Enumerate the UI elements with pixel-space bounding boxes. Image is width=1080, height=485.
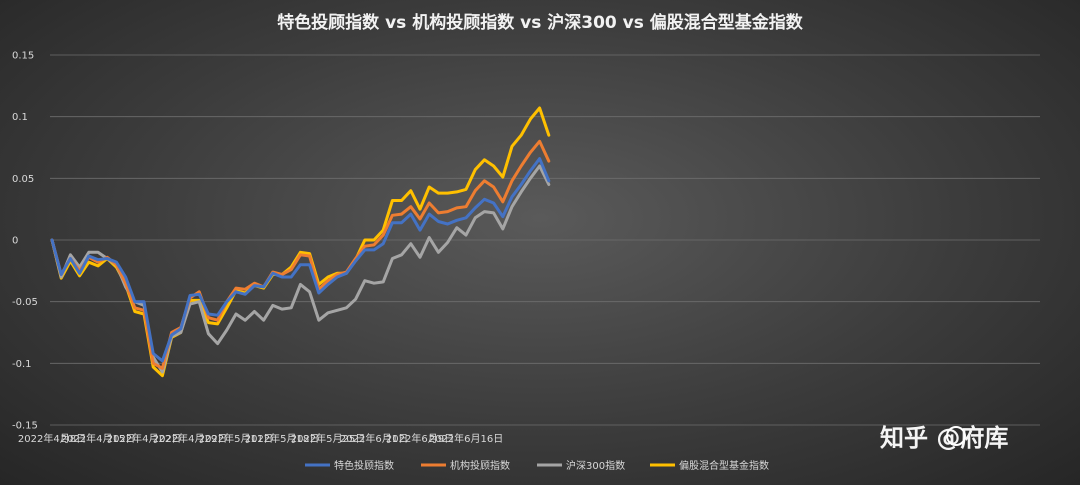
x-tick-label: 2022年4月22日 [107, 432, 182, 445]
x-tick-label: 2022年4月15日 [61, 432, 136, 445]
legend-label: 沪深300指数 [566, 459, 625, 472]
series-line [50, 164, 551, 374]
watermark-text: 知乎 @府库 [880, 424, 1008, 452]
legend-label: 特色投顾指数 [334, 459, 394, 472]
chart-title: 特色投顾指数 vs 机构投顾指数 vs 沪深300 vs 偏股混合型基金指数 [277, 13, 803, 33]
y-tick-label: 0.1 [12, 112, 28, 123]
y-tick-label: -0.15 [12, 421, 38, 432]
x-tick-label: 2022年4月8日 [18, 432, 86, 445]
series-layer [50, 106, 551, 378]
legend-label: 机构投顾指数 [450, 459, 510, 472]
x-tick-label: 2022年6月16日 [429, 432, 504, 445]
watermark: 知乎 @府库 [880, 424, 1008, 452]
x-tick-label: 2022年5月25日 [291, 432, 366, 445]
y-axis: 0.15 0.1 0.05 0 -0.05 -0.1 -0.15 [12, 51, 38, 432]
x-tick-label: 2022年4月29日 [153, 432, 228, 445]
y-tick-label: 0.15 [12, 51, 34, 62]
y-tick-label: -0.1 [12, 359, 32, 370]
grid-layer [50, 54, 1040, 426]
y-tick-label: 0.05 [12, 174, 34, 185]
x-tick-label: 2022年5月18日 [245, 432, 320, 445]
series-line [50, 106, 551, 378]
y-tick-label: -0.05 [12, 297, 38, 308]
x-axis: 2022年4月8日2022年4月15日2022年4月22日2022年4月29日2… [18, 432, 503, 445]
zhihu-logo-icon [946, 426, 966, 446]
x-tick-label: 2022年6月9日 [386, 432, 454, 445]
legend: 特色投顾指数 机构投顾指数 沪深300指数 偏股混合型基金指数 [305, 459, 769, 472]
series-line [50, 139, 551, 370]
x-tick-label: 2022年5月11日 [199, 432, 274, 445]
series-line [50, 157, 551, 363]
y-tick-label: 0 [12, 236, 18, 247]
x-tick-label: 2022年6月1日 [340, 432, 408, 445]
legend-label: 偏股混合型基金指数 [679, 459, 769, 472]
